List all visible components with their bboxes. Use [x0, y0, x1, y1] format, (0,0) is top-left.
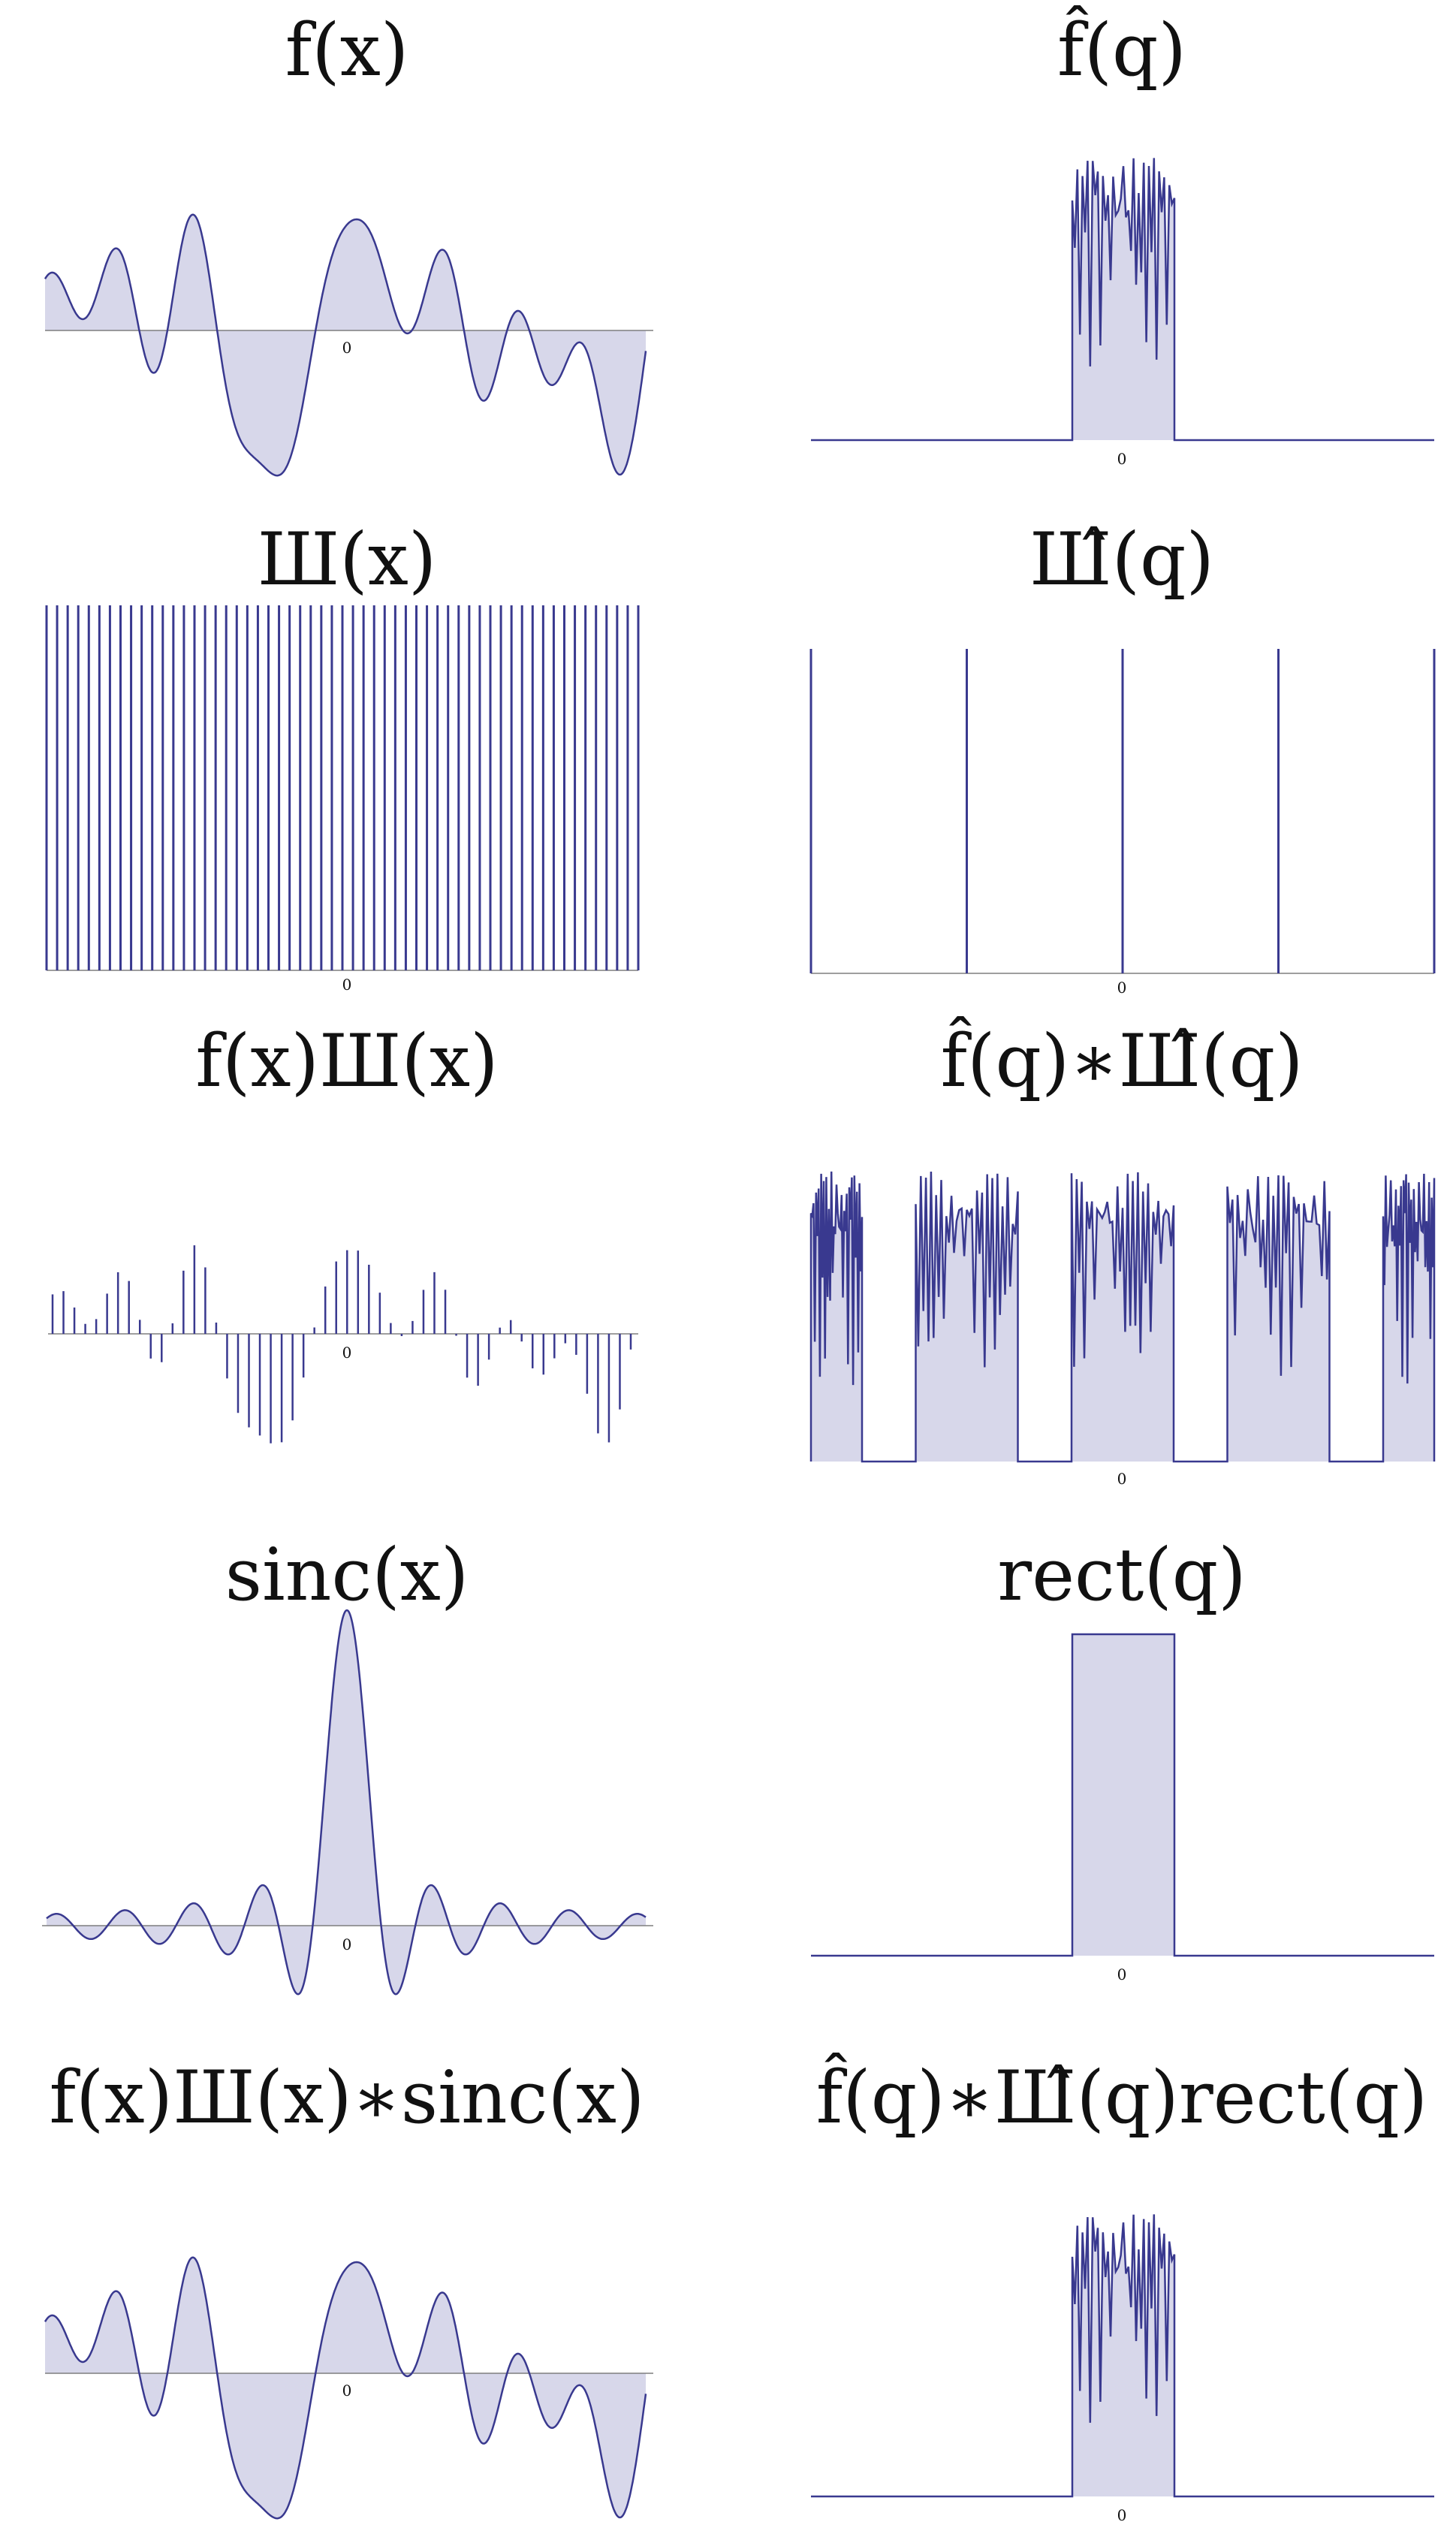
title-fx: f(x)	[285, 8, 409, 92]
signal-curve	[44, 213, 647, 477]
title-comb: Ш(x)	[258, 517, 437, 602]
panel-reconhat: f̂(q)∗Ш̂(q)rect(q) 0	[811, 2053, 1434, 2524]
panel-comb: Ш(x) 0	[45, 517, 640, 994]
tick-zero-reconhat: 0	[1117, 2506, 1127, 2524]
signal-curve	[44, 2256, 647, 2520]
sinc-curve	[46, 1609, 647, 1996]
title-combhat: Ш̂(q)	[1029, 517, 1214, 602]
panel-recon: f(x)Ш(x)∗sinc(x) 0	[44, 2056, 653, 2520]
tick-zero-comb: 0	[342, 976, 352, 994]
tick-zero-combhat: 0	[1117, 979, 1127, 997]
title-recon: f(x)Ш(x)∗sinc(x)	[49, 2056, 644, 2140]
band-fill	[915, 1172, 1018, 1462]
plot-periodic	[809, 1171, 1436, 1463]
panel-sampled: f(x)Ш(x) 0	[48, 1019, 638, 1443]
plot-sampled	[48, 1245, 638, 1443]
panel-fx: f(x) 0	[44, 8, 653, 477]
title-rect: rect(q)	[997, 1533, 1246, 1617]
tick-zero-recon: 0	[342, 2382, 352, 2400]
panel-periodic: f̂(q)∗Ш̂(q) 0	[809, 1016, 1436, 1488]
plot-comb	[45, 605, 640, 971]
area-fill	[45, 214, 646, 476]
spectrum-curve	[811, 158, 1434, 442]
title-fhat: f̂(q)	[1057, 5, 1186, 92]
plot-reconhat	[811, 2214, 1434, 2498]
title-reconhat: f̂(q)∗Ш̂(q)rect(q)	[816, 2053, 1427, 2140]
plot-recon	[44, 2256, 653, 2520]
plot-combhat	[809, 649, 1436, 974]
tick-zero-fhat: 0	[1117, 450, 1127, 468]
spectrum-curve	[811, 2214, 1434, 2498]
area-fill	[45, 2257, 646, 2519]
rect-curve	[811, 1633, 1434, 1957]
tick-zero-sampled: 0	[342, 1344, 352, 1362]
tick-zero-periodic: 0	[1117, 1470, 1127, 1488]
plot-rect	[811, 1633, 1434, 1957]
panel-rect: rect(q) 0	[811, 1533, 1434, 1983]
plot-fx	[44, 213, 653, 477]
band-fill	[1227, 1175, 1330, 1462]
rect-fill	[1072, 1634, 1174, 1956]
tick-zero-fx: 0	[342, 339, 352, 357]
title-sinc: sinc(x)	[225, 1533, 469, 1617]
band-fill	[1072, 1172, 1174, 1462]
panel-sinc: sinc(x) 0	[42, 1533, 653, 1996]
periodic-curve	[809, 1171, 1436, 1463]
tick-zero-rect: 0	[1117, 1965, 1127, 1983]
area-fill	[47, 1610, 646, 1995]
tick-zero-sinc: 0	[342, 1935, 352, 1953]
title-periodic: f̂(q)∗Ш̂(q)	[940, 1016, 1303, 1103]
plot-sinc	[42, 1609, 653, 1996]
plot-fhat	[811, 158, 1434, 442]
panel-combhat: Ш̂(q) 0	[809, 517, 1436, 997]
title-sampled: f(x)Ш(x)	[195, 1019, 498, 1103]
panel-fhat: f̂(q) 0	[811, 5, 1434, 468]
